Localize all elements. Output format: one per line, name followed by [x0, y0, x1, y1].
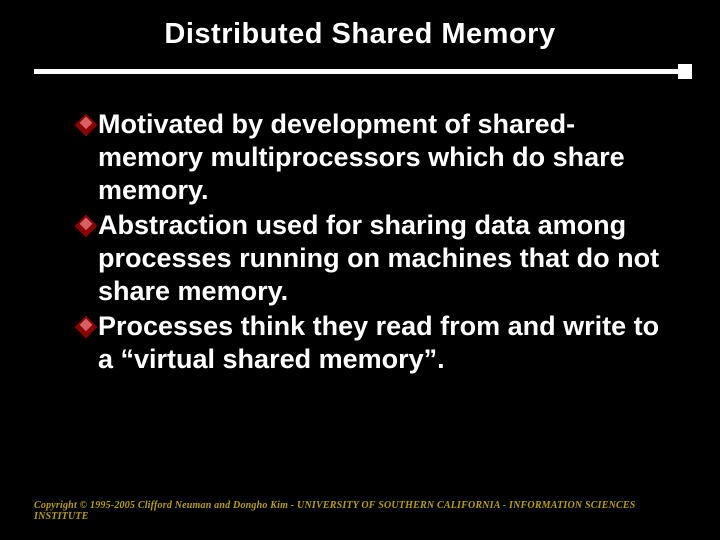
- list-item: Motivated by development of shared-memor…: [78, 108, 666, 207]
- footer-copyright: Copyright © 1995-2005 Clifford Neuman an…: [34, 500, 686, 522]
- title-divider: [34, 69, 686, 74]
- bullet-list: Motivated by development of shared-memor…: [78, 108, 666, 376]
- bullet-text: Abstraction used for sharing data among …: [98, 209, 666, 308]
- page-title: Distributed Shared Memory: [0, 0, 720, 51]
- bullet-text: Processes think they read from and write…: [98, 310, 666, 376]
- divider-line: [34, 69, 686, 74]
- divider-endcap: [678, 64, 692, 79]
- diamond-icon: [75, 114, 98, 137]
- diamond-icon: [75, 315, 98, 338]
- list-item: Abstraction used for sharing data among …: [78, 209, 666, 308]
- list-item: Processes think they read from and write…: [78, 310, 666, 376]
- bullet-text: Motivated by development of shared-memor…: [98, 108, 666, 207]
- diamond-icon: [75, 214, 98, 237]
- slide: Distributed Shared Memory Motivated by d…: [0, 0, 720, 540]
